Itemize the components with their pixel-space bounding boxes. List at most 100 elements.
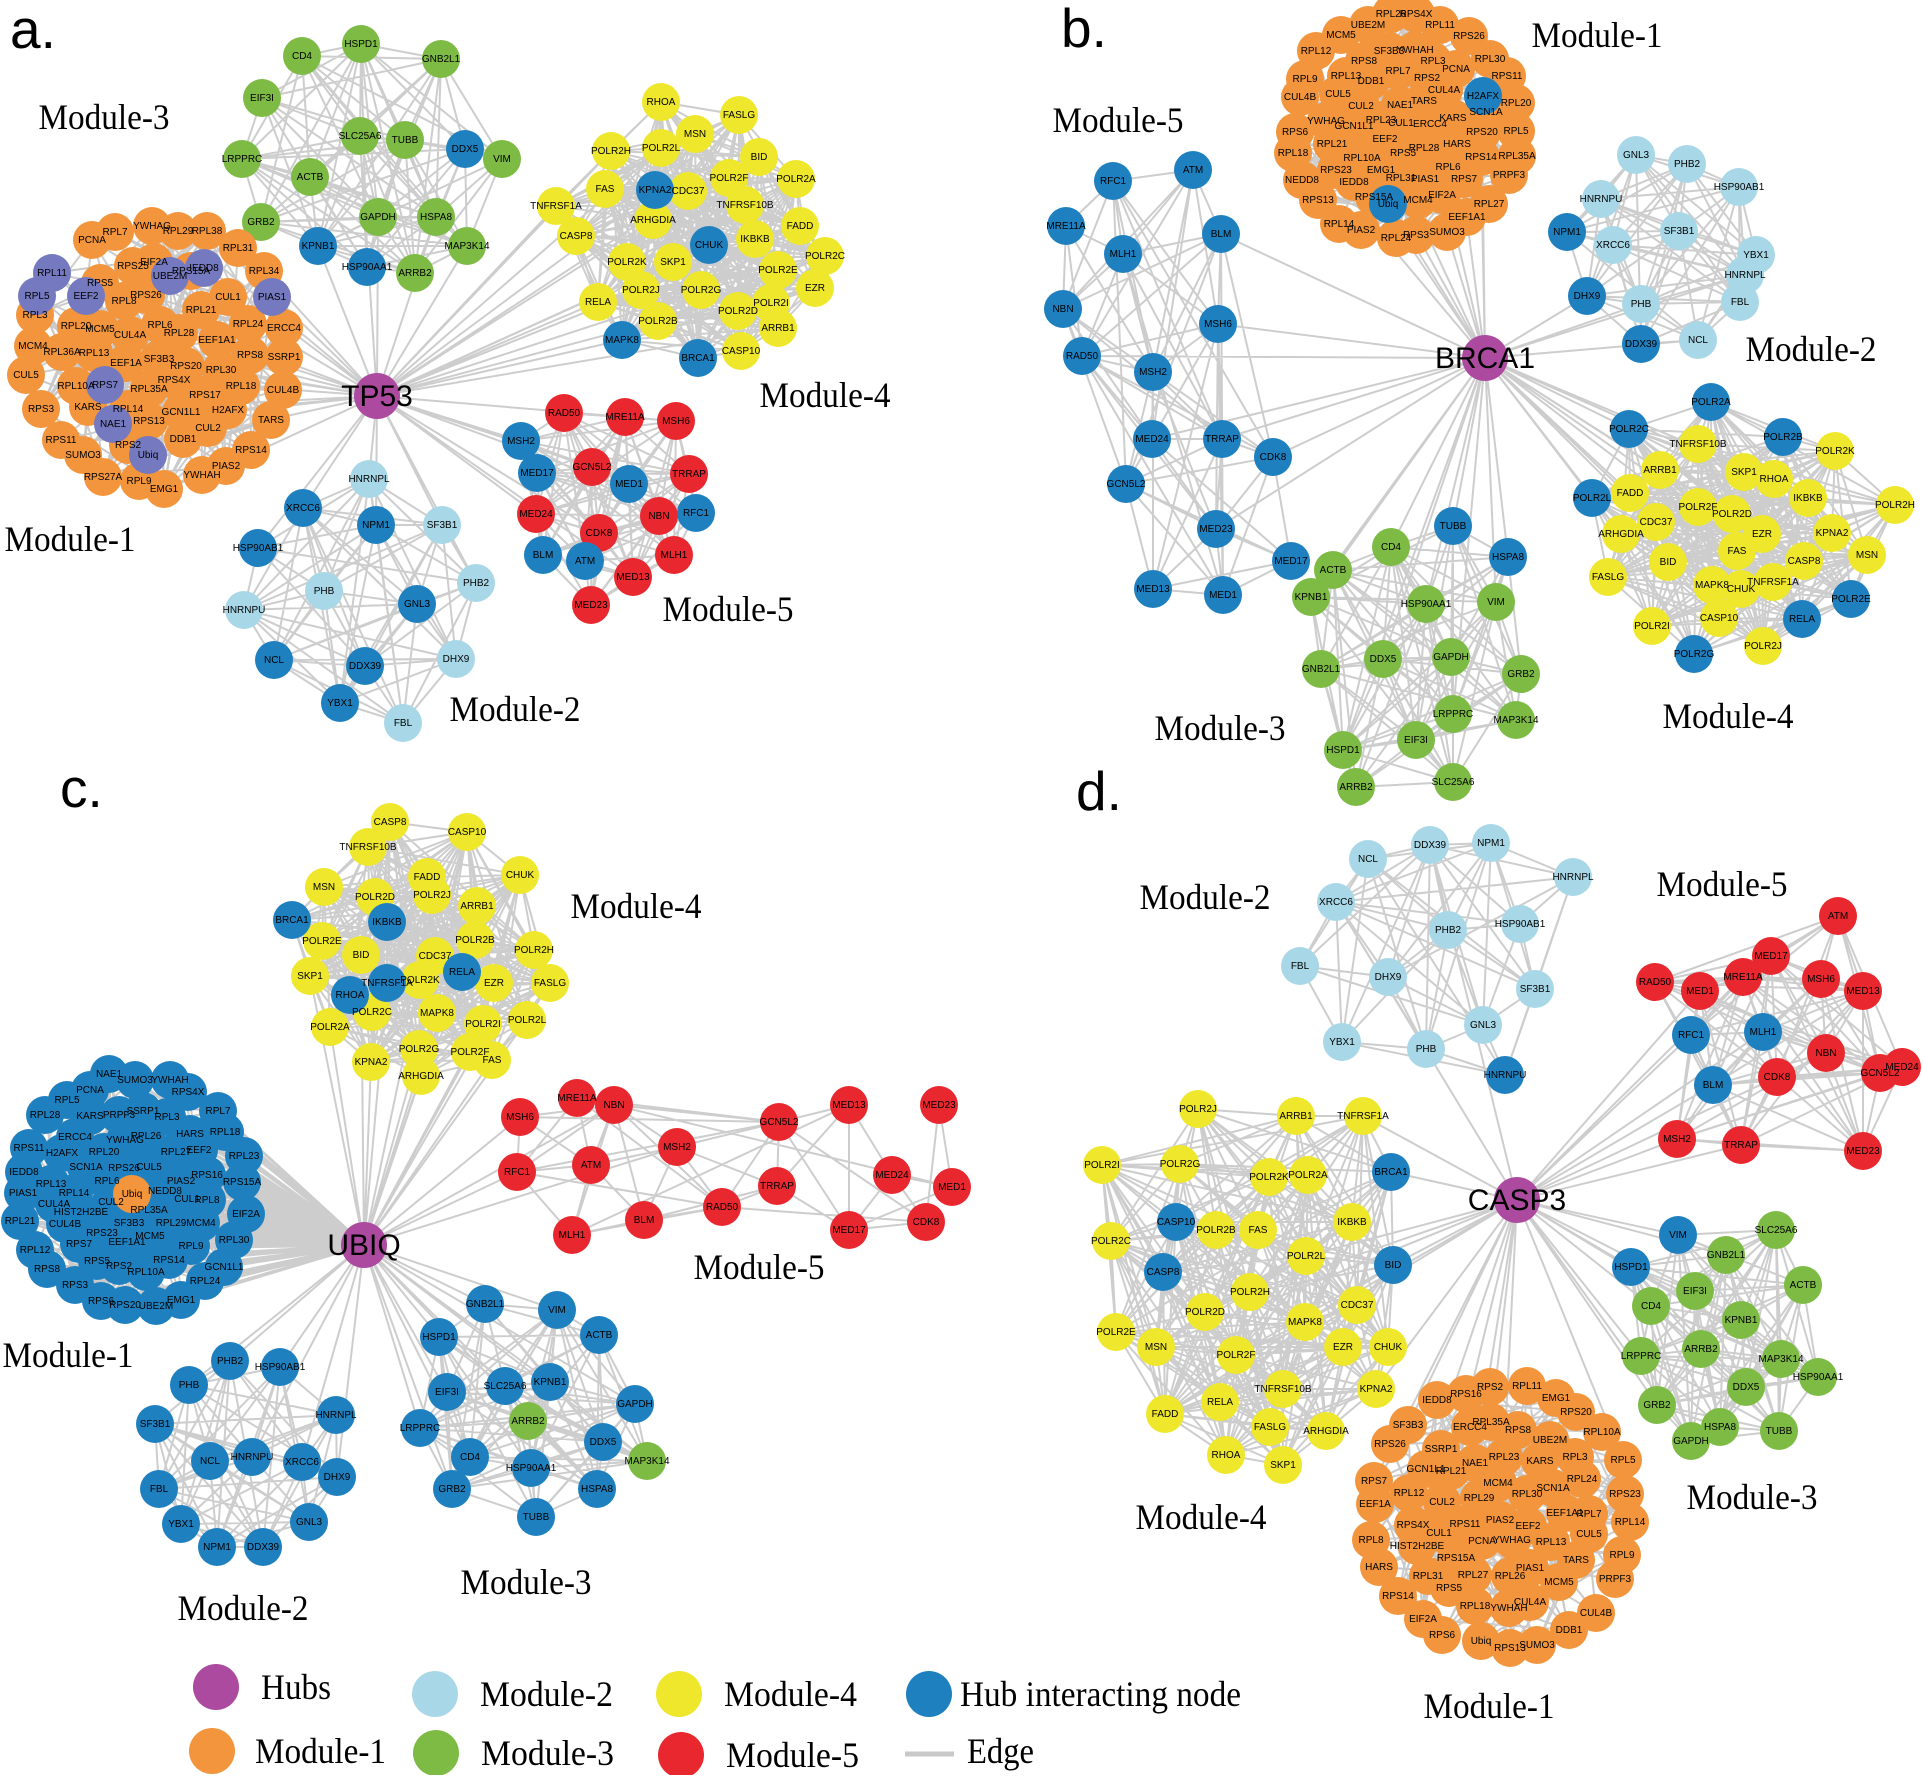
svg-text:YBX1: YBX1 [168,1519,194,1530]
svg-text:EEF1A: EEF1A [1359,1499,1391,1510]
svg-text:Module-1: Module-1 [255,1731,386,1771]
svg-text:LRPPRC: LRPPRC [400,1423,441,1434]
svg-text:PHB2: PHB2 [463,578,490,589]
svg-text:CUL4A: CUL4A [114,330,147,341]
svg-text:FBL: FBL [1731,297,1750,308]
svg-text:Module-4: Module-4 [1663,696,1794,736]
svg-text:POLR2D: POLR2D [355,892,395,903]
svg-text:MCM4: MCM4 [1403,195,1433,206]
svg-text:HNRNPU: HNRNPU [1484,1070,1527,1081]
svg-text:Module-2: Module-2 [480,1674,613,1714]
svg-text:NEDD8: NEDD8 [148,1186,182,1197]
svg-text:RPL14: RPL14 [113,404,144,415]
svg-text:GNB2L1: GNB2L1 [1707,1250,1746,1261]
svg-text:RPS2: RPS2 [106,1261,133,1272]
svg-text:YBX1: YBX1 [1329,1037,1355,1048]
svg-text:RPS3: RPS3 [1403,230,1430,241]
svg-text:Module-1: Module-1 [3,1335,134,1375]
svg-text:RPL6: RPL6 [94,1176,119,1187]
svg-text:CD4: CD4 [292,51,312,62]
svg-text:PHB2: PHB2 [1674,159,1701,170]
svg-text:d.: d. [1076,760,1122,822]
svg-text:VIM: VIM [1669,1230,1687,1241]
svg-text:GCN1L1: GCN1L1 [162,407,201,418]
svg-text:MED24: MED24 [519,509,553,520]
svg-text:RPS2: RPS2 [1414,73,1441,84]
svg-text:MED24: MED24 [1135,434,1169,445]
svg-text:PCNA: PCNA [1468,1536,1496,1547]
svg-text:POLR2I: POLR2I [465,1019,501,1030]
svg-text:BLM: BLM [1703,1080,1724,1091]
svg-text:POLR2K: POLR2K [607,257,647,268]
svg-text:EIF3I: EIF3I [1404,735,1428,746]
svg-text:TNFRSF1A: TNFRSF1A [1337,1111,1389,1122]
svg-text:NCL: NCL [264,655,284,666]
svg-text:Ubiq: Ubiq [1378,199,1399,210]
svg-text:RFC1: RFC1 [1678,1030,1705,1041]
svg-text:KPNB1: KPNB1 [1725,1315,1758,1326]
svg-text:MRE11A: MRE11A [1723,972,1763,983]
svg-text:POLR2E: POLR2E [1831,594,1871,605]
svg-text:POLR2B: POLR2B [1196,1225,1236,1236]
svg-text:POLR2A: POLR2A [776,174,816,185]
svg-text:TNFRSF10B: TNFRSF10B [1254,1384,1312,1395]
svg-text:RPS15A: RPS15A [172,266,211,277]
svg-text:RPL13: RPL13 [36,1179,67,1190]
svg-text:RPL14: RPL14 [59,1188,90,1199]
svg-text:CUL5: CUL5 [1576,1529,1602,1540]
svg-text:FBL: FBL [394,718,413,729]
svg-text:HIST2H2BE: HIST2H2BE [1390,1541,1445,1552]
svg-text:YWHAH: YWHAH [1396,45,1433,56]
svg-text:DDB1: DDB1 [1358,76,1385,87]
svg-text:RFC1: RFC1 [1100,176,1127,187]
svg-text:RPS16: RPS16 [191,1170,223,1181]
svg-text:RPL12: RPL12 [20,1245,51,1256]
svg-text:PIAS2: PIAS2 [1347,225,1376,236]
svg-text:KARS: KARS [1526,1456,1554,1467]
svg-text:MRE11A: MRE11A [1046,221,1086,232]
svg-text:HSPA8: HSPA8 [420,212,452,223]
svg-text:PIAS2: PIAS2 [212,461,241,472]
svg-text:MAP3K14: MAP3K14 [1493,715,1538,726]
svg-text:RPL24: RPL24 [1567,1474,1598,1485]
svg-text:POLR2F: POLR2F [1217,1350,1256,1361]
svg-text:SCN1A: SCN1A [69,1162,103,1173]
svg-text:HSP90AA1: HSP90AA1 [1401,599,1452,610]
svg-text:YBX1: YBX1 [1743,250,1769,261]
svg-text:EMG1: EMG1 [1367,165,1396,176]
svg-text:MED23: MED23 [574,600,608,611]
svg-text:RPS6: RPS6 [1429,1630,1456,1641]
svg-text:POLR2F: POLR2F [451,1047,490,1058]
svg-text:CUL4B: CUL4B [49,1219,82,1230]
svg-text:TP53: TP53 [341,380,413,413]
svg-text:RPL18: RPL18 [226,381,257,392]
svg-text:RPS11: RPS11 [46,435,77,446]
svg-text:KPNA2: KPNA2 [1360,1384,1393,1395]
svg-text:Module-3: Module-3 [461,1562,592,1602]
svg-text:HSP90AB1: HSP90AB1 [1495,919,1546,930]
svg-text:CUL5: CUL5 [13,370,39,381]
svg-text:GCN1L1: GCN1L1 [205,1262,244,1273]
svg-text:Module-2: Module-2 [178,1588,309,1628]
svg-text:FADD: FADD [414,872,441,883]
svg-text:NAE1: NAE1 [1387,100,1414,111]
svg-text:CASP10: CASP10 [1157,1217,1196,1228]
svg-text:RPS7: RPS7 [66,1239,93,1250]
svg-text:CUL5: CUL5 [136,1162,162,1173]
svg-text:NCL: NCL [1688,335,1708,346]
svg-text:RELA: RELA [449,967,475,978]
svg-text:RPL35A: RPL35A [130,1205,168,1216]
svg-text:IEDD8: IEDD8 [1339,177,1369,188]
svg-text:NPM1: NPM1 [362,520,390,531]
svg-text:EIF2A: EIF2A [1428,190,1456,201]
svg-text:FADD: FADD [1152,1409,1179,1420]
svg-text:EIF2A: EIF2A [1409,1614,1437,1625]
svg-text:SUMO3: SUMO3 [1429,227,1465,238]
svg-text:RPS15A: RPS15A [1437,1553,1476,1564]
svg-text:EEF1A1: EEF1A1 [1546,1508,1584,1519]
svg-text:NBN: NBN [1815,1048,1836,1059]
svg-text:SSRP1: SSRP1 [127,1106,160,1117]
svg-text:VIM: VIM [493,154,511,165]
svg-text:PRPF3: PRPF3 [1493,170,1526,181]
svg-text:RPL8: RPL8 [194,1195,219,1206]
